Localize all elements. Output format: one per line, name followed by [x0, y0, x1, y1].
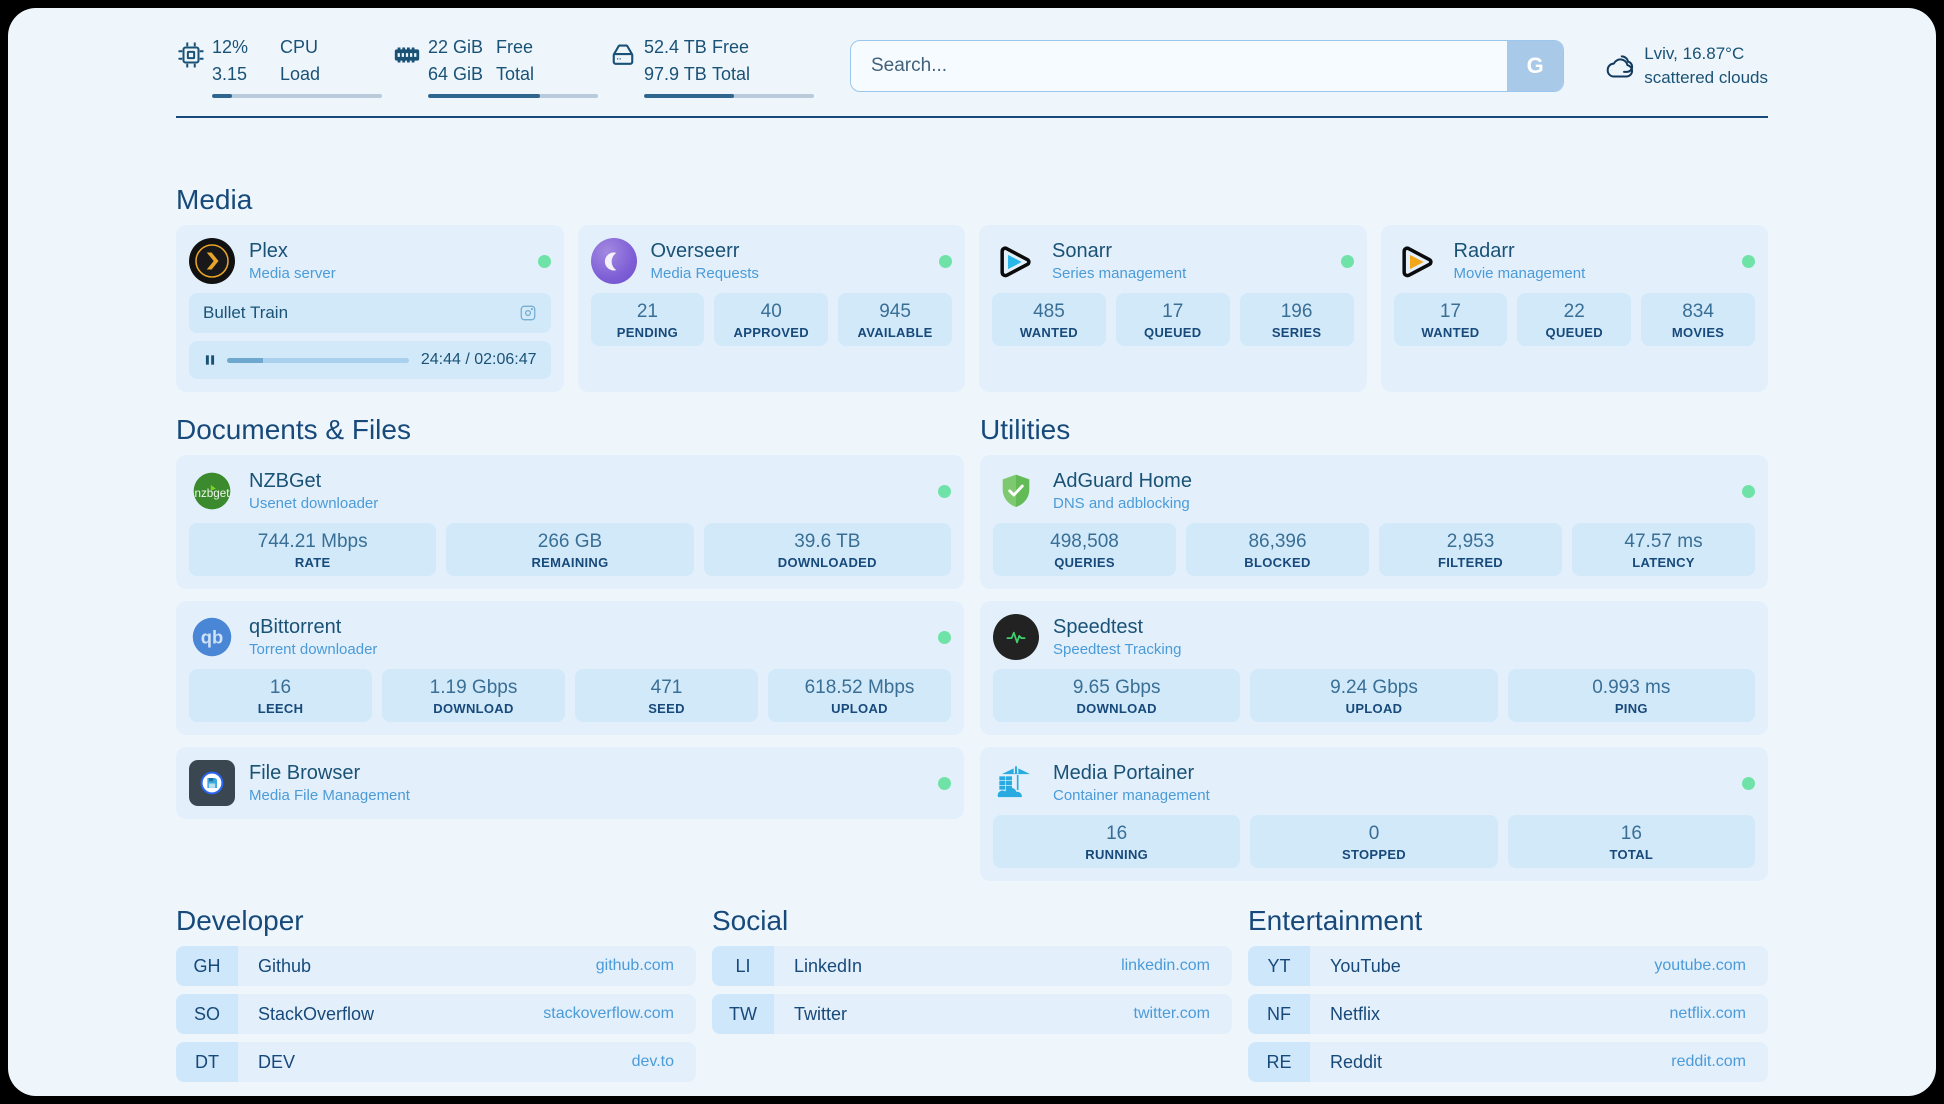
svg-text:qb: qb [201, 627, 223, 648]
svg-text:nzbget: nzbget [195, 487, 231, 500]
